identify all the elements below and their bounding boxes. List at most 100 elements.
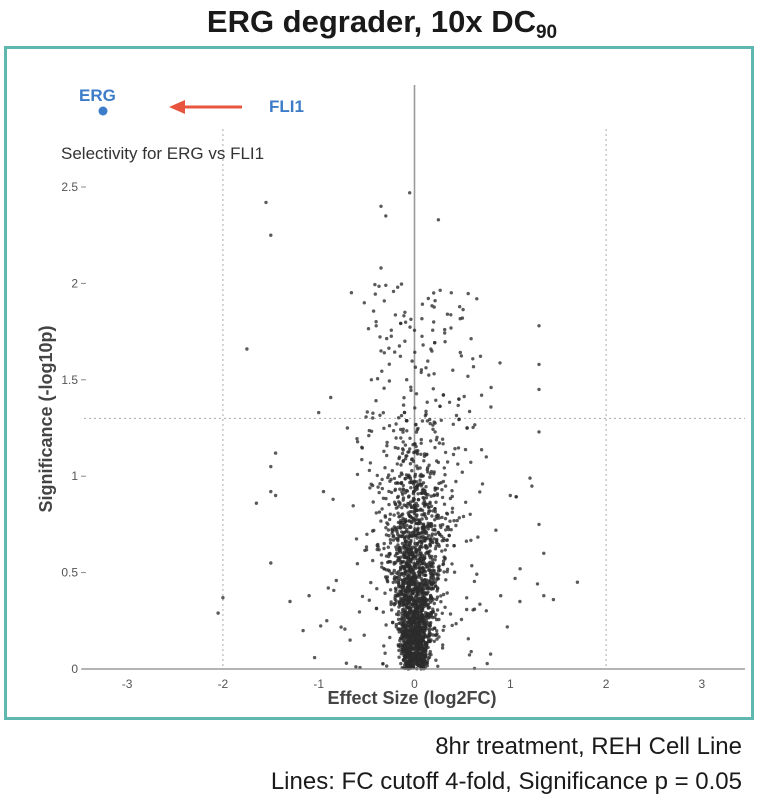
gene-point-outlier <box>374 324 378 328</box>
gene-point <box>432 569 436 574</box>
gene-point <box>448 612 453 616</box>
gene-point <box>415 604 420 609</box>
gene-point <box>471 357 475 361</box>
gene-point <box>445 525 449 529</box>
gene-point <box>409 662 413 667</box>
gene-point <box>371 500 375 504</box>
gene-point <box>420 592 424 596</box>
gene-point <box>434 572 438 576</box>
gene-point <box>415 650 420 655</box>
gene-point <box>397 549 402 553</box>
gene-point <box>445 512 450 516</box>
caption-lines: Lines: FC cutoff 4-fold, Significance p … <box>270 768 742 795</box>
gene-point <box>380 477 384 482</box>
gene-point <box>414 521 418 526</box>
gene-point <box>419 654 423 658</box>
annotation-layer: ERG FLI1 Selectivity for ERG vs FLI1 <box>61 86 304 163</box>
gene-point <box>422 627 426 631</box>
gene-point <box>393 528 397 532</box>
gene-point <box>408 325 412 329</box>
gene-point <box>394 436 398 440</box>
gene-point <box>393 445 397 450</box>
gene-point-outlier <box>542 594 546 598</box>
gene-point <box>442 624 446 629</box>
gene-point <box>431 387 435 391</box>
gene-point <box>404 603 408 607</box>
points-layer <box>216 191 580 671</box>
gene-point <box>406 536 411 541</box>
gene-point <box>423 601 427 605</box>
gene-point <box>415 508 419 513</box>
gene-point <box>434 514 438 519</box>
gene-point <box>416 663 420 667</box>
gene-point <box>488 652 493 656</box>
gene-point <box>397 583 401 587</box>
gene-point <box>391 289 396 294</box>
erg-label: ERG <box>79 86 116 105</box>
y-tick-label: 1 <box>71 469 78 483</box>
gene-point <box>478 354 483 358</box>
gene-point <box>415 464 419 468</box>
gene-point <box>437 441 442 445</box>
gene-point <box>471 365 476 369</box>
gene-point <box>419 570 423 575</box>
gene-point <box>421 565 425 570</box>
gene-point <box>409 576 413 580</box>
gene-point <box>419 621 424 626</box>
title-subscript: 90 <box>535 22 558 43</box>
gene-point <box>393 488 397 493</box>
gene-point <box>469 538 473 542</box>
gene-point <box>312 655 317 660</box>
gene-point-outlier <box>537 430 541 434</box>
gene-point <box>407 586 411 590</box>
gene-point <box>393 313 398 317</box>
gene-point-outlier <box>475 297 479 301</box>
gene-point <box>409 620 414 625</box>
gene-point <box>421 657 426 661</box>
gene-point <box>427 373 431 377</box>
gene-point <box>390 469 394 473</box>
gene-point-outlier <box>518 599 522 604</box>
gene-point <box>473 423 477 427</box>
gene-point <box>400 451 405 456</box>
gene-point <box>462 394 466 399</box>
gene-point <box>479 448 484 452</box>
gene-point <box>427 655 432 660</box>
gene-point-outlier <box>432 291 436 295</box>
gene-point <box>398 354 403 358</box>
gene-point <box>416 497 421 502</box>
gene-point <box>399 661 403 666</box>
gene-point <box>420 317 424 321</box>
gene-point <box>412 620 416 624</box>
gene-point <box>423 491 427 495</box>
gene-point <box>431 573 435 577</box>
gene-point <box>427 463 431 467</box>
gene-point <box>418 466 422 470</box>
gene-point <box>454 479 458 484</box>
gene-point <box>401 554 406 558</box>
gene-point <box>404 550 409 554</box>
gene-point <box>433 507 437 511</box>
gene-point <box>386 475 390 480</box>
gene-point <box>447 400 452 404</box>
gene-point <box>518 567 522 571</box>
gene-point <box>463 447 468 452</box>
gene-point <box>422 488 427 493</box>
gene-point <box>433 445 437 450</box>
gene-point <box>455 518 459 523</box>
y-tick-label: 0.5 <box>61 566 78 580</box>
gene-point <box>405 580 410 585</box>
gene-point <box>401 564 406 569</box>
y-tick-label: 2 <box>71 276 78 290</box>
gene-point <box>478 490 482 494</box>
gene-point <box>391 538 396 542</box>
gene-point <box>354 537 359 541</box>
gene-point <box>403 569 407 573</box>
gene-point <box>385 576 389 581</box>
gene-point <box>368 486 372 490</box>
gene-point <box>419 437 423 442</box>
gene-point <box>444 528 448 532</box>
gene-point <box>419 602 423 606</box>
gene-point <box>410 592 415 596</box>
gene-point <box>388 635 392 640</box>
